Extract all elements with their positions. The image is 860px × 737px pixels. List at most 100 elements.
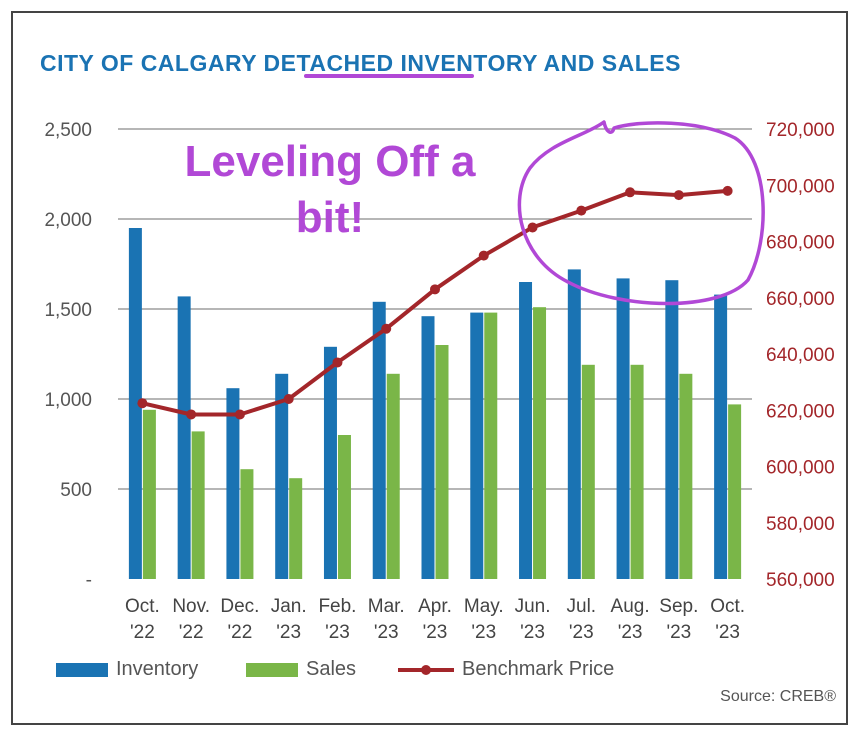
benchmark-point [478,250,489,261]
benchmark-line [137,185,733,420]
x-tick-label-month: Aug. [611,596,650,617]
x-tick-label-year: '23 [471,622,496,643]
bar-sales [289,478,303,579]
x-tick-label-month: Jul. [567,596,597,617]
right-tick-label: 720,000 [766,120,835,141]
bar-inventory [519,282,533,579]
x-tick-label-year: '23 [374,622,399,643]
benchmark-point [137,398,148,409]
title-highlight: DETACHED [263,50,401,76]
x-tick-label-month: Feb. [318,596,356,617]
legend-sales: Sales [246,658,356,681]
legend-swatch-sales [246,662,298,677]
bar-inventory [470,312,484,579]
x-tick-label-year: '23 [666,622,691,643]
benchmark-point [576,205,587,216]
gridlines [118,128,752,490]
x-tick-label-year: '23 [276,622,301,643]
bar-sales [142,409,156,579]
benchmark-point [381,323,392,334]
bar-sales [191,431,205,579]
right-tick-label: 620,000 [766,401,835,422]
x-tick-label-year: '23 [618,622,643,643]
bar-sales [386,373,400,579]
x-tick-label-year: '23 [325,622,350,643]
left-tick-label: 500 [60,480,92,501]
left-tick-label: 2,500 [44,120,92,141]
bar-sales [240,469,254,579]
title-part-2: INVENTORY AND SALES [400,50,681,76]
bar-sales [581,364,595,579]
bar-sales [533,307,547,579]
left-tick-label: 1,500 [44,300,92,321]
x-tick-label-year: '23 [715,622,740,643]
x-tick-label-month: Mar. [368,596,405,617]
right-tick-label: 680,000 [766,233,835,254]
bar-inventory [226,388,240,579]
bar-inventory [372,301,386,579]
x-tick-label-year: '23 [520,622,545,643]
left-axis: - 500 1,000 1,500 2,000 2,500 [44,120,92,591]
x-tick-label-year: '23 [569,622,594,643]
x-tick-label-month: Nov. [172,596,210,617]
bar-inventory [665,280,679,579]
x-tick-label-month: Oct. [125,596,160,617]
right-tick-label: 660,000 [766,289,835,310]
bars [128,228,742,579]
benchmark-point [722,185,733,196]
bar-sales [630,364,644,579]
left-tick-label: 1,000 [44,390,92,411]
x-tick-label-month: Jan. [271,596,307,617]
hand-drawn-marks [304,74,765,306]
bar-inventory [616,278,630,579]
x-tick-label-month: Apr. [418,596,452,617]
x-tick-label-year: '23 [423,622,448,643]
chart-title: CITY OF CALGARY DETACHED INVENTORY AND S… [40,50,681,77]
bar-sales [484,312,498,579]
annotation-line-1: Leveling Off a [184,137,476,186]
bar-inventory [177,296,191,579]
chart-frame [11,11,848,725]
x-tick-label-month: May. [464,596,504,617]
source-note: Source: CREB® [720,688,836,705]
benchmark-point [332,357,343,368]
legend-swatch-inventory [56,662,108,677]
left-tick-label: - [86,570,92,591]
benchmark-point [430,284,440,295]
bar-sales [435,345,449,579]
x-axis: Oct. '22 Nov. '22 Dec. '22 Jan. '23 Feb. '23 Mar. '… [125,596,745,643]
x-tick-label-year: '22 [130,622,155,643]
right-tick-label: 700,000 [766,176,835,197]
benchmark-point [234,409,245,420]
bar-inventory [128,228,142,579]
right-tick-label: 580,000 [766,514,835,535]
bar-inventory [421,316,435,579]
title-part-1: CITY OF CALGARY [40,50,264,76]
legend-swatch-benchmark [398,664,454,675]
benchmark-point [283,394,294,404]
x-tick-label-year: '22 [228,622,253,643]
left-tick-label: 2,000 [44,210,92,231]
x-tick-label-month: Sep. [659,596,698,617]
bar-sales [337,435,351,579]
x-tick-label-month: Dec. [220,596,259,617]
benchmark-point [673,190,684,201]
benchmark-point [186,409,197,420]
annotation-line-2: bit! [295,193,365,242]
benchmark-point [625,187,636,198]
bar-inventory [714,294,728,579]
x-tick-label-year: '22 [179,622,204,643]
bar-sales [679,373,693,579]
legend-label-benchmark: Benchmark Price [462,658,615,680]
bar-inventory [275,373,289,579]
benchmark-point [527,222,538,233]
bar-inventory [567,269,581,579]
legend-label-sales: Sales [306,658,357,680]
circle-highlight-mark [517,120,765,306]
legend-inventory: Inventory [56,658,198,681]
right-tick-label: 640,000 [766,345,835,366]
right-tick-label: 560,000 [766,570,835,591]
bar-inventory [323,346,337,579]
right-axis: 560,000 580,000 600,000 620,000 640,000 660,0… [766,120,835,591]
